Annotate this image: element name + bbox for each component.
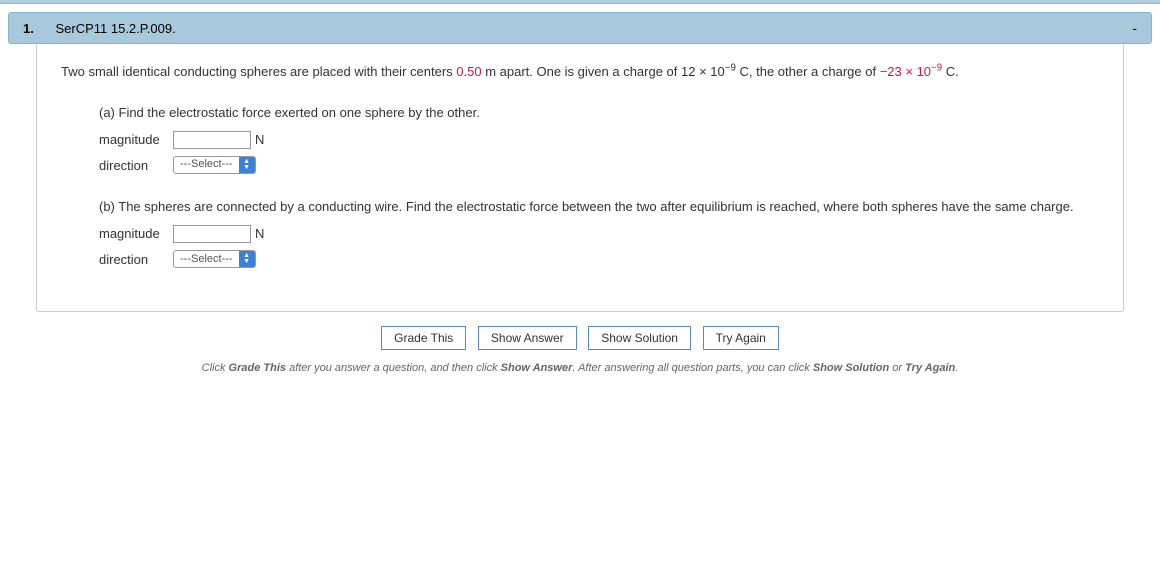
direction-label: direction [99, 154, 173, 177]
text: Two small identical conducting spheres a… [61, 64, 456, 79]
magnitude-input-a[interactable] [173, 131, 251, 149]
exponent: −9 [725, 63, 736, 74]
hint-text: Click [202, 362, 229, 374]
part-a: (a) Find the electrostatic force exerted… [99, 101, 1099, 177]
chevron-updown-icon: ▲▼ [239, 156, 255, 174]
part-b: (b) The spheres are connected by a condu… [99, 195, 1099, 271]
hint-text: . After answering all question parts, yo… [572, 362, 813, 374]
text: C. [942, 64, 959, 79]
magnitude-row: magnitude N [99, 222, 1099, 245]
question-number: 1. [23, 21, 34, 36]
part-b-prompt: (b) The spheres are connected by a condu… [99, 195, 1099, 218]
question-body: Two small identical conducting spheres a… [36, 44, 1124, 312]
magnitude-label: magnitude [99, 222, 173, 245]
hint-text: after you answer a question, and then cl… [286, 362, 501, 374]
hint-bold: Try Again [905, 362, 955, 374]
top-bar [0, 0, 1160, 4]
direction-select-a[interactable]: ---Select--- ▲▼ [173, 156, 256, 174]
hint-bold: Grade This [229, 362, 286, 374]
text: C, the other a charge of [736, 64, 880, 79]
footer-buttons: Grade This Show Answer Show Solution Try… [0, 326, 1160, 350]
magnitude-unit: N [255, 128, 264, 151]
grade-this-button[interactable]: Grade This [381, 326, 466, 350]
question-id: SerCP11 15.2.P.009. [55, 21, 175, 36]
collapse-icon[interactable]: - [1132, 20, 1137, 36]
hint-bold: Show Answer [501, 362, 573, 374]
hint-text: or [889, 362, 905, 374]
hint-text: . [955, 362, 958, 374]
chevron-updown-icon: ▲▼ [239, 250, 255, 268]
hint-bold: Show Solution [813, 362, 889, 374]
try-again-button[interactable]: Try Again [703, 326, 779, 350]
part-a-prompt: (a) Find the electrostatic force exerted… [99, 101, 1099, 124]
problem-statement: Two small identical conducting spheres a… [61, 62, 1099, 83]
select-placeholder: ---Select--- [174, 250, 239, 268]
question-header: 1. SerCP11 15.2.P.009. - [8, 12, 1152, 44]
magnitude-label: magnitude [99, 128, 173, 151]
direction-label: direction [99, 248, 173, 271]
text: m apart. One is given a charge of 12 × 1… [482, 64, 725, 79]
magnitude-input-b[interactable] [173, 225, 251, 243]
distance-value: 0.50 [456, 64, 481, 79]
magnitude-unit: N [255, 222, 264, 245]
direction-select-b[interactable]: ---Select--- ▲▼ [173, 250, 256, 268]
direction-row: direction ---Select--- ▲▼ [99, 154, 1099, 177]
show-solution-button[interactable]: Show Solution [588, 326, 691, 350]
direction-row: direction ---Select--- ▲▼ [99, 248, 1099, 271]
show-answer-button[interactable]: Show Answer [478, 326, 577, 350]
footer-hint: Click Grade This after you answer a ques… [0, 362, 1160, 374]
select-placeholder: ---Select--- [174, 156, 239, 174]
magnitude-row: magnitude N [99, 128, 1099, 151]
charge2-value: −23 × 10 [880, 64, 931, 79]
exponent: −9 [931, 63, 942, 74]
